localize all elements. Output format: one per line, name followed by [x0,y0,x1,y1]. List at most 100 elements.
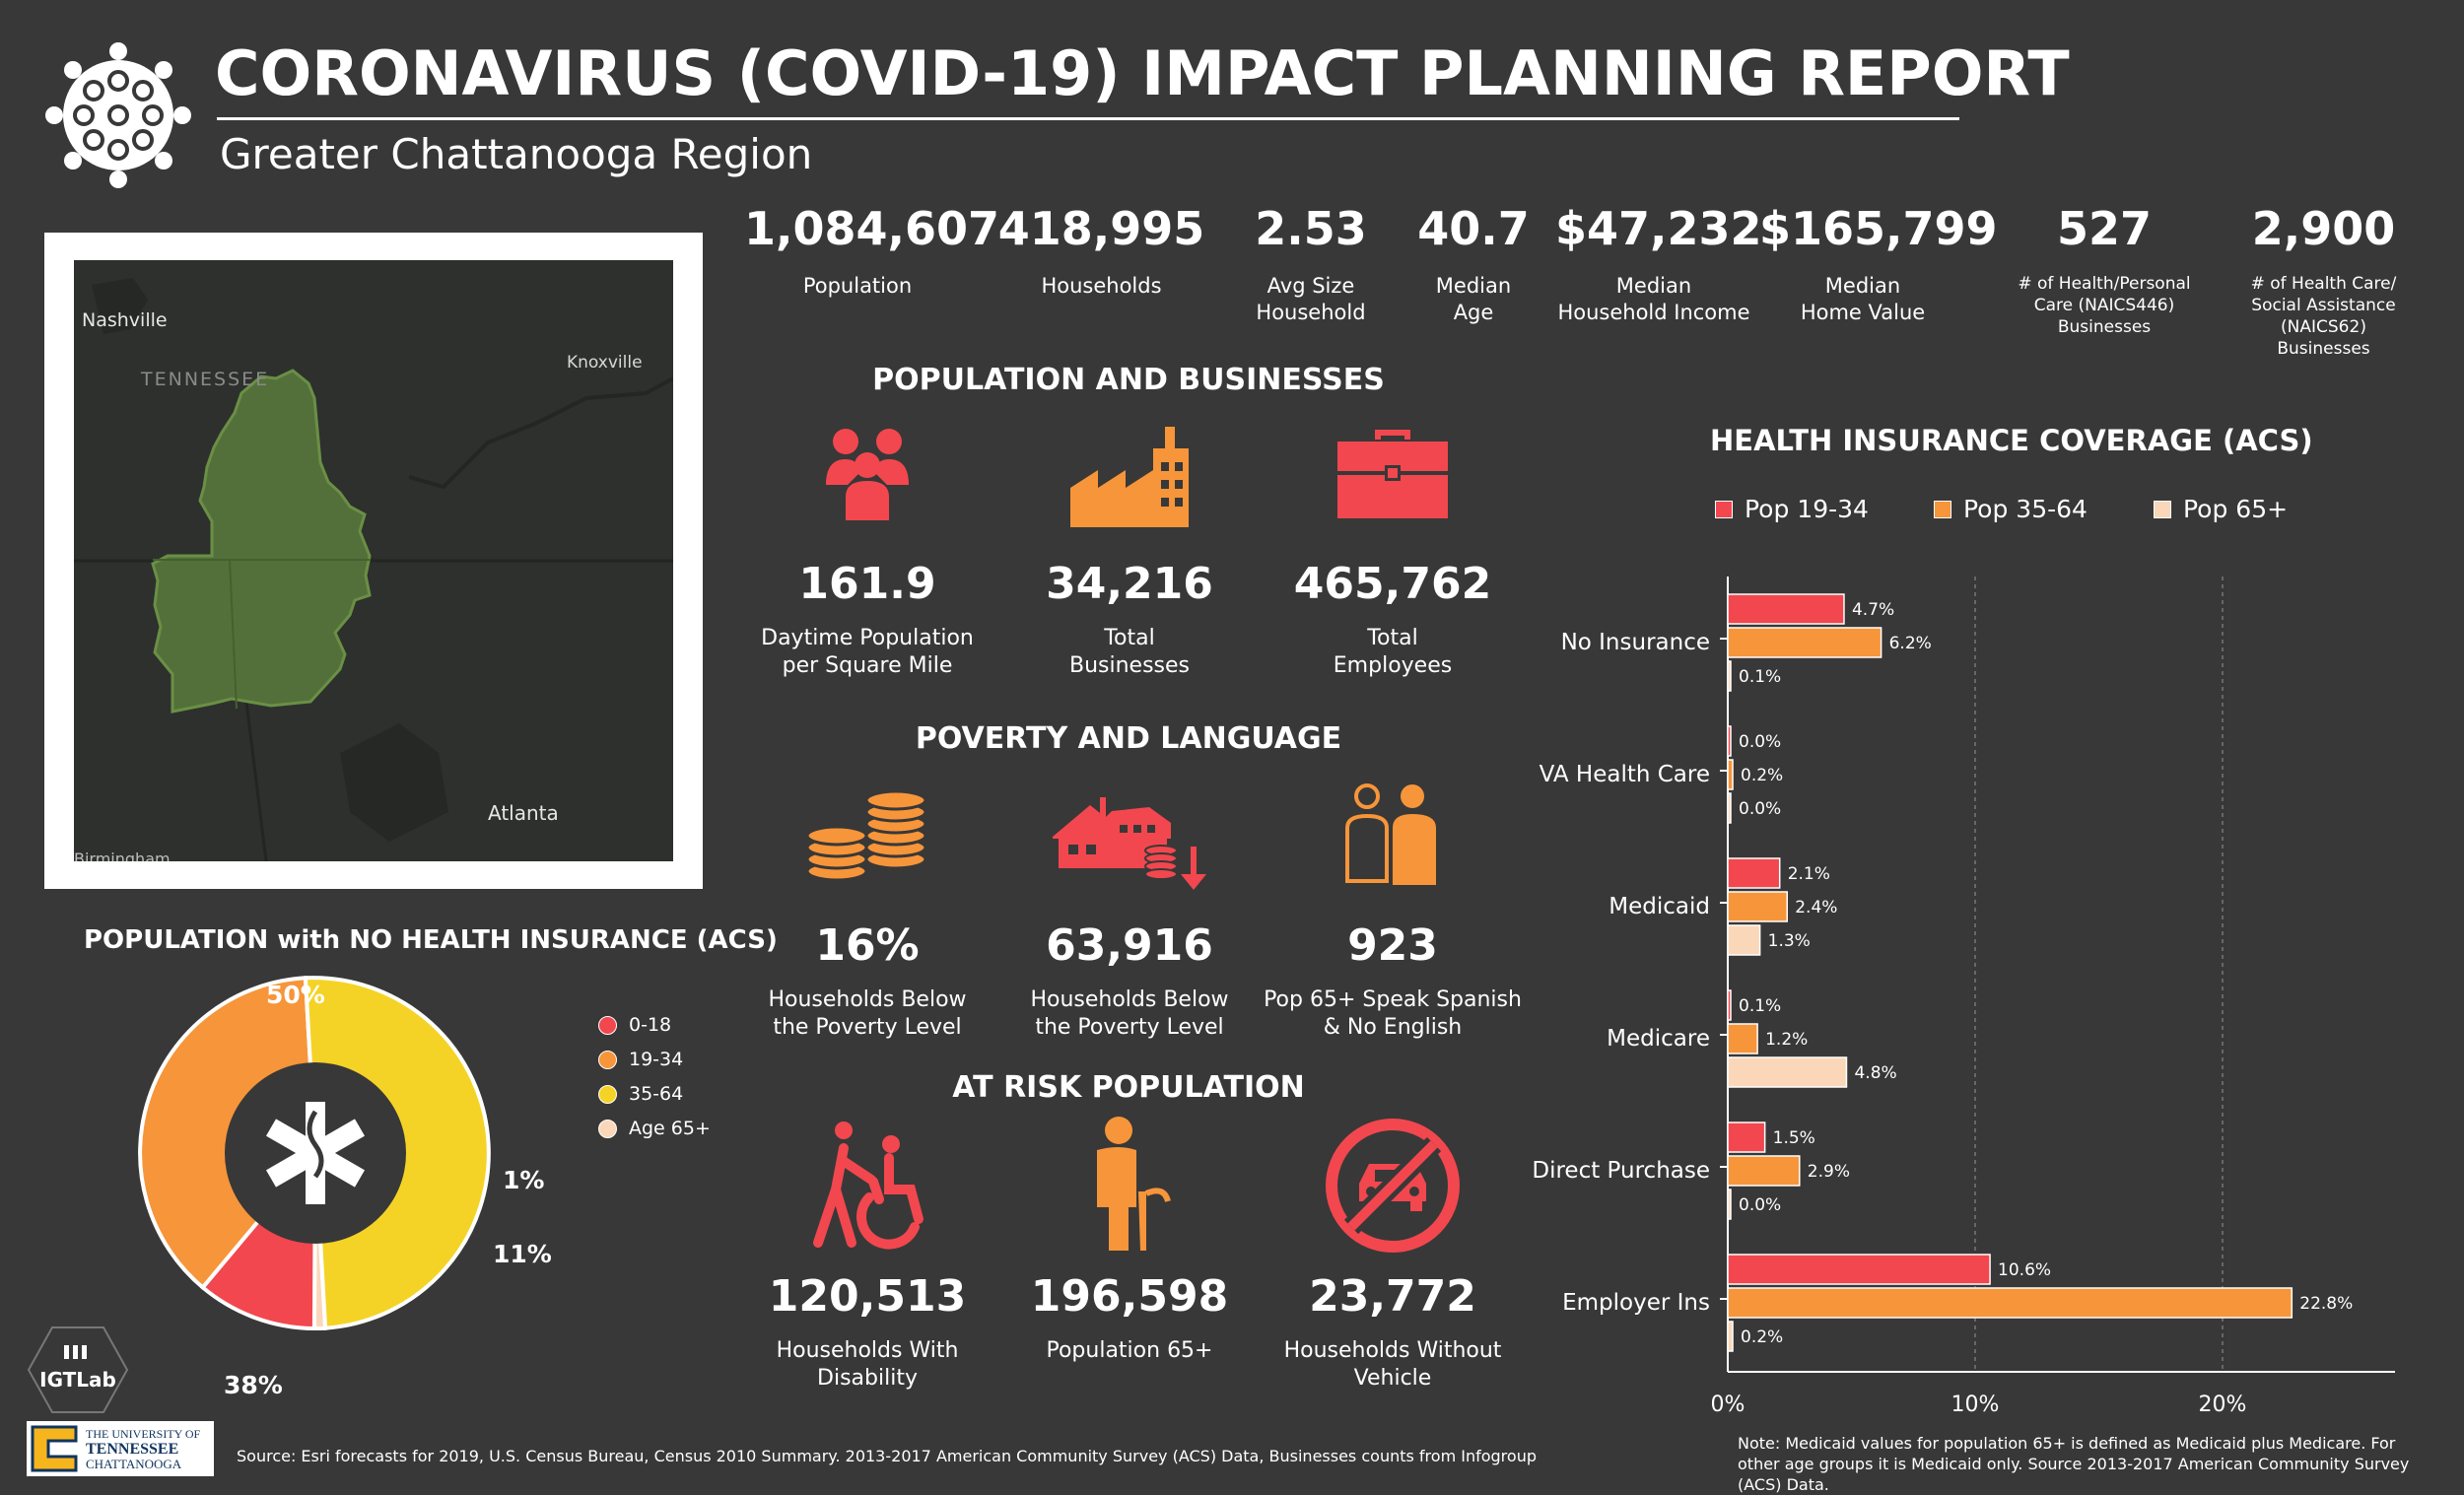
bar-pop-19-34 [1727,989,1732,1021]
factory-icon [992,409,1267,537]
legend-label: Age 65+ [629,1118,711,1139]
bar-pop-65- [1727,660,1732,692]
utc-logo-line1: THE UNIVERSITY OF [86,1426,201,1441]
legend-swatch [598,1084,617,1104]
stat-social-assistance-businesses: 2,900 # of Health Care/ Social Assistanc… [2223,202,2425,360]
house-decline-icon [992,771,1267,899]
donut-label-50: 50% [266,981,325,1009]
bar-value-label: 0.0% [1739,1195,1781,1215]
bar-pop-35-64 [1727,891,1788,922]
y-category-label: VA Health Care [1540,762,1710,787]
stat-value: 527 [2056,202,2153,255]
bar-pop-35-64 [1727,627,1882,658]
tile-population-65: 196,598 Population 65+ [992,1117,1267,1365]
virus-icon [44,41,192,189]
source-note: Source: Esri forecasts for 2019, U.S. Ce… [237,1447,1537,1465]
utc-logo-line3: CHATTANOOGA [86,1456,182,1471]
stat-label: Population [802,274,913,298]
tile-no-vehicle: 23,772 Households Without Vehicle [1255,1119,1531,1393]
bar-value-label: 1.2% [1765,1030,1808,1050]
bar-pop-35-64 [1727,759,1734,790]
tile-spanish-speakers: 923 Pop 65+ Speak Spanish & No English [1255,771,1531,1042]
donut-label-1: 1% [503,1166,545,1194]
region-map: Nashville TENNESSEE Knoxville Atlanta Bi… [44,233,703,889]
tile-total-employees: 465,762 Total Employees [1255,409,1531,680]
stat-label: Median Age [1435,274,1512,324]
bar-value-label: 2.9% [1808,1162,1850,1182]
bar-value-label: 0.2% [1741,1327,1783,1347]
stat-median-income: $47,232 Median Household Income [1555,202,1762,326]
stat-label: # of Health/Personal Care (NAICS446) Bus… [2018,274,2191,337]
bar-pop-65- [1727,1056,1848,1088]
legend-swatch [598,1015,617,1035]
bar-pop-19-34 [1727,1121,1766,1153]
donut-legend-65: Age 65+ [598,1118,711,1139]
stat-value: 1,084,607 [744,202,999,255]
bar-pop-35-64 [1727,1023,1758,1054]
bar-value-label: 6.2% [1889,634,1932,653]
bar-value-label: 0.1% [1739,667,1781,687]
tile-label: Households Without Vehicle [1283,1338,1502,1391]
tile-label: Daytime Population per Square Mile [761,626,974,678]
bar-pop-65- [1727,1321,1734,1352]
bar-value-label: 1.3% [1768,931,1811,951]
legend-label: 0-18 [629,1014,672,1036]
bar-value-label: 2.1% [1788,864,1830,884]
y-category-label: Medicare [1607,1026,1710,1052]
tile-label: Households Below the Poverty Level [768,987,967,1040]
x-tick-label: 20% [2199,1393,2247,1414]
wheelchair-icon [729,1121,1005,1250]
stat-value: 2.53 [1255,202,1367,255]
map-label-nashville: Nashville [82,309,168,331]
legend-label: 19-34 [629,1049,684,1070]
tile-daytime-population: 161.9 Daytime Population per Square Mile [729,409,1005,680]
bar-value-label: 0.0% [1739,732,1781,752]
stat-label: # of Health Care/ Social Assistance (NAI… [2250,274,2397,359]
tile-label: Population 65+ [1046,1338,1213,1363]
donut-legend-0-18: 0-18 [598,1014,671,1036]
tile-disability: 120,513 Households With Disability [729,1121,1005,1393]
legend-swatch [1934,500,1951,518]
bar-legend-65: Pop 65+ [2154,495,2288,523]
page-subtitle: Greater Chattanooga Region [220,130,813,178]
lab-logo-text: IGTLab [39,1368,116,1392]
bar-legend-35-64: Pop 35-64 [1934,495,2088,523]
bar-pop-19-34 [1727,1254,1991,1285]
tile-label: Households Below the Poverty Level [1030,987,1229,1040]
stat-health-businesses: 527 # of Health/Personal Care (NAICS446)… [2001,202,2208,338]
legend-label: Pop 65+ [2183,495,2289,523]
map-label-birmingham: Birmingham [74,849,171,861]
tile-value: 34,216 [1046,559,1213,609]
stat-value: 418,995 [997,202,1205,255]
stat-label: Median Home Value [1800,274,1926,324]
tile-households-below-poverty: 63,916 Households Below the Poverty Leve… [992,771,1267,1042]
bar-pop-65- [1727,792,1732,824]
no-car-icon [1255,1119,1531,1253]
bar-value-label: 22.8% [2299,1294,2353,1314]
stat-median-home-value: $165,799 Median Home Value [1759,202,1998,326]
donut-label-38: 38% [224,1371,283,1399]
map-label-atlanta: Atlanta [488,801,559,825]
donut-label-11: 11% [493,1240,552,1268]
y-category-label: Employer Ins [1562,1290,1710,1316]
bar-chart-note: Note: Medicaid values for population 65+… [1738,1434,2410,1494]
tile-total-businesses: 34,216 Total Businesses [992,409,1267,680]
bar-value-label: 1.5% [1773,1128,1815,1148]
tile-value: 120,513 [768,1271,967,1322]
tile-label: Households With Disability [776,1338,959,1391]
two-people-icon [1255,771,1531,899]
page-title: CORONAVIRUS (COVID-19) IMPACT PLANNING R… [215,37,2070,109]
bar-pop-65- [1727,1189,1732,1220]
y-category-label: Medicaid [1608,894,1710,919]
x-tick-label: 0% [1711,1393,1745,1414]
stat-value: $47,232 [1555,202,1762,255]
stat-population: 1,084,607 Population [744,202,999,300]
igtlab-logo: IGTLab [27,1325,129,1418]
coins-icon [729,771,1005,899]
utc-logo: THE UNIVERSITY OF TENNESSEE CHATTANOOGA [27,1421,214,1476]
legend-swatch [598,1050,617,1069]
legend-swatch [2154,500,2171,518]
map-canvas[interactable]: Nashville TENNESSEE Knoxville Atlanta Bi… [74,260,673,861]
tile-label: Total Businesses [1068,626,1190,678]
utc-logo-line2: TENNESSEE [86,1440,179,1458]
